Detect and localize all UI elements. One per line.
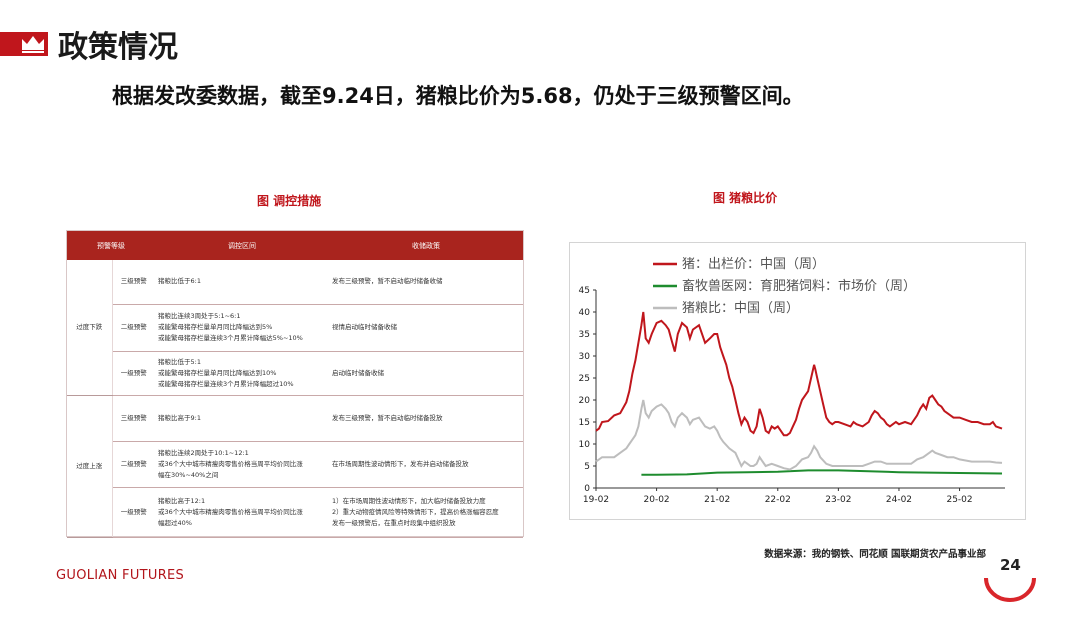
series-line (595, 399, 1003, 471)
y-tick-label: 10 (579, 440, 591, 450)
series-line (641, 469, 1003, 476)
x-tick-label: 19-02 (583, 495, 609, 505)
column-header: 调控区间 (155, 231, 329, 260)
group-label: 过度上涨 (67, 395, 113, 538)
y-tick-label: 35 (579, 330, 590, 340)
x-tick-label: 24-02 (886, 495, 912, 505)
table-figure-title: 图 调控措施 (257, 194, 322, 208)
x-tick-label: 23-02 (825, 495, 851, 505)
policy-cell: 发布三级预警，暂不启动临时储备投放 (329, 395, 523, 442)
policy-line: 发布一级预警后，在重点时段集中组织投放 (332, 518, 456, 527)
group-label: 过度下跌 (67, 260, 113, 396)
range-line: 幅超过40% (158, 518, 192, 527)
y-tick-label: 40 (579, 308, 591, 318)
series-line (595, 311, 1003, 437)
table-row: 二级预警 猪粮比连续2周处于10:1~12:1 或36个大中城市精瘦肉零售价格当… (67, 441, 523, 488)
level-cell: 三级预警 (112, 260, 155, 305)
y-tick-label: 5 (584, 462, 590, 472)
range-cell: 猪粮比高于9:1 (155, 395, 329, 442)
column-header: 预警等级 (67, 231, 155, 260)
level-cell: 三级预警 (112, 395, 155, 442)
x-tick-label: 21-02 (704, 495, 730, 505)
legend-label: 猪：出栏价：中国（周） (682, 257, 825, 272)
range-line: 或能繁母猪存栏量单月同比降幅达到10% (158, 368, 277, 377)
legend-label: 畜牧兽医网：育肥猪饲料：市场价（周） (682, 278, 916, 294)
range-line: 或36个大中城市精瘦肉零售价格当周平均价同比涨 (158, 459, 303, 468)
table-row: 一级预警 猪粮比低于5:1 或能繁母猪存栏量单月同比降幅达到10% 或能繁母猪存… (67, 351, 523, 396)
policy-cell: 启动临时储备收储 (329, 351, 523, 396)
y-tick-label: 25 (579, 374, 590, 384)
range-line: 猪粮比连续3周处于5:1~6:1 (158, 312, 241, 320)
level-cell: 一级预警 (112, 351, 155, 396)
y-tick-label: 45 (579, 286, 590, 296)
y-tick-label: 20 (579, 396, 591, 406)
line-chart: 0 5 10 15 20 25 30 35 40 45 19-02 20-02 21-02 22-02 23… (569, 242, 1026, 520)
legend-label: 猪粮比：中国（周） (682, 301, 799, 316)
range-cell: 猪粮比连续2周处于10:1~12:1 或36个大中城市精瘦肉零售价格当周平均价同… (155, 441, 329, 488)
range-line: 幅在30%~40%之间 (158, 470, 219, 479)
policy-line: 2）重大动物疫情风险等特殊情形下，提高价格涨幅容忍度 (332, 507, 499, 516)
range-line: 或能繁母猪存栏量单月同比降幅达到5% (158, 323, 273, 331)
range-line: 或36个大中城市精瘦肉零售价格当周平均价同比涨 (158, 507, 303, 516)
level-cell: 一级预警 (112, 487, 155, 538)
policy-cell: 在市场周期性波动情形下，发布并启动储备投放 (329, 441, 523, 488)
range-line: 猪粮比高于12:1 (158, 496, 206, 505)
range-line: 或能繁母猪存栏量连续3个月累计降幅达5%~10% (158, 334, 303, 342)
policy-line: 发布三级预警，暂不启动临时储备投放 (332, 413, 443, 422)
range-cell: 猪粮比低于5:1 或能繁母猪存栏量单月同比降幅达到10% 或能繁母猪存栏量连续3… (155, 351, 329, 396)
column-header: 收储政策 (329, 231, 523, 260)
x-tick-label: 20-02 (644, 495, 670, 505)
x-tick-label: 22-02 (765, 495, 791, 505)
range-line: 猪粮比低于5:1 (158, 357, 201, 366)
table-row: 过度上涨 三级预警 猪粮比高于9:1 发布三级预警，暂不启动临时储备投放 (67, 395, 523, 538)
y-tick-label: 0 (584, 484, 590, 494)
y-tick-label: 30 (579, 352, 591, 362)
policy-line: 视情启动临时储备收储 (332, 323, 397, 331)
data-source: 数据来源：我的钢铁、同花顺 国联期货农产品事业部 (764, 549, 986, 560)
level-cell: 二级预警 (112, 304, 155, 352)
x-tick-label: 25-02 (946, 495, 972, 505)
chart-canvas: 0 5 10 15 20 25 30 35 40 45 19-02 20-02 21-02 22-02 23… (579, 257, 1005, 505)
policy-line: 1）在市场周期性波动情形下，加大临时储备投放力度 (332, 496, 486, 505)
range-line: 猪粮比高于9:1 (158, 413, 201, 422)
range-line: 或能繁母猪存栏量连续3个月累计降幅超过10% (158, 379, 294, 388)
table-row: 一级预警 猪粮比高于12:1 或36个大中城市精瘦肉零售价格当周平均价同比涨 幅… (67, 487, 523, 538)
policy-cell: 发布三级预警，暂不启动临时储备收储 (329, 260, 523, 305)
policy-cell: 1）在市场周期性波动情形下，加大临时储备投放力度 2）重大动物疫情风险等特殊情形… (329, 487, 523, 538)
page-badge-arc (984, 577, 1036, 602)
policy-line: 启动临时储备收储 (332, 368, 384, 377)
range-line: 猪粮比低于6:1 (158, 277, 201, 286)
headline: 根据发改委数据，截至9.24日，猪粮比价为5.68，仍处于三级预警区间。 (112, 84, 804, 108)
policy-table: 预警等级 调控区间 收储政策 过度下跌 三级预警 猪粮比低于6:1 发布三级预警… (66, 230, 524, 538)
range-line: 猪粮比连续2周处于10:1~12:1 (158, 448, 249, 457)
table-header-row: 预警等级 调控区间 收储政策 (67, 231, 523, 260)
policy-line: 发布三级预警，暂不启动临时储备收储 (332, 277, 443, 286)
page-title: 政策情况 (58, 30, 178, 65)
page-number: 24 (1000, 556, 1021, 574)
footer-brand: GUOLIAN FUTURES (56, 568, 185, 583)
table-row: 二级预警 猪粮比连续3周处于5:1~6:1 或能繁母猪存栏量单月同比降幅达到5%… (67, 304, 523, 352)
table-row: 过度下跌 三级预警 猪粮比低于6:1 发布三级预警，暂不启动临时储备收储 (67, 260, 523, 396)
range-cell: 猪粮比低于6:1 (155, 260, 329, 305)
chart-figure-title: 图 猪粮比价 (713, 191, 778, 205)
range-cell: 猪粮比连续3周处于5:1~6:1 或能繁母猪存栏量单月同比降幅达到5% 或能繁母… (155, 304, 329, 352)
y-tick-label: 15 (579, 418, 590, 428)
level-cell: 二级预警 (112, 441, 155, 488)
range-cell: 猪粮比高于12:1 或36个大中城市精瘦肉零售价格当周平均价同比涨 幅超过40% (155, 487, 329, 538)
policy-cell: 视情启动临时储备收储 (329, 304, 523, 352)
crown-icon (22, 36, 44, 53)
policy-line: 在市场周期性波动情形下，发布并启动储备投放 (332, 459, 469, 468)
